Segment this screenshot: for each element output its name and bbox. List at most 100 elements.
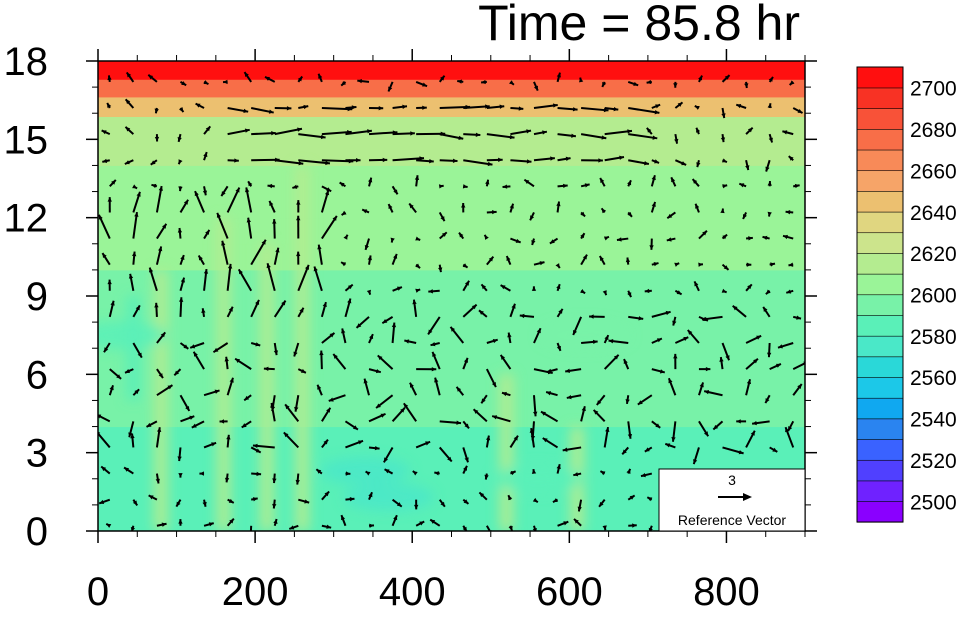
wind-vector: [533, 327, 542, 344]
wind-vector: [745, 358, 759, 370]
wind-vector: [367, 255, 372, 265]
wind-vector: [156, 223, 168, 240]
x-tick-label: 200: [222, 570, 289, 614]
wind-vector: [252, 443, 275, 449]
wind-vector: [598, 255, 606, 266]
wind-vector: [557, 107, 578, 112]
wind-vector: [250, 342, 261, 347]
wind-vector: [125, 71, 135, 83]
wind-vector: [416, 367, 437, 372]
wind-vector: [457, 79, 464, 84]
wind-vector: [103, 342, 111, 353]
wind-vector: [132, 342, 143, 359]
wind-vector: [573, 518, 582, 527]
wind-vector: [439, 133, 464, 140]
wind-vector: [604, 106, 619, 112]
wind-vector: [596, 394, 606, 406]
plot-area: [92, 55, 811, 537]
wind-vector: [600, 207, 607, 214]
wind-vector: [296, 200, 301, 213]
wind-vector: [599, 177, 606, 187]
wind-vector: [414, 499, 419, 510]
wind-vector: [245, 187, 253, 213]
wind-vector: [793, 183, 800, 189]
wind-vector: [268, 200, 276, 213]
wind-vector: [288, 524, 299, 530]
contour-band: [98, 296, 805, 323]
y-tick-label: 3: [26, 432, 48, 476]
colorbar-swatch: [856, 480, 904, 502]
wind-vector: [540, 410, 559, 423]
wind-vector: [430, 342, 440, 347]
wind-vector: [364, 238, 370, 251]
wind-vector: [345, 105, 357, 110]
wind-vector: [202, 499, 207, 507]
wind-vector: [640, 472, 653, 478]
wind-vector: [745, 334, 762, 344]
wind-vector: [792, 107, 804, 114]
wind-vector: [720, 208, 725, 214]
wind-vector: [241, 420, 252, 429]
wind-vector: [695, 127, 701, 135]
wind-vector: [666, 237, 676, 242]
wind-vector: [767, 103, 772, 109]
contour-band: [98, 269, 805, 297]
wind-vector: [648, 525, 653, 531]
wind-vector: [693, 280, 700, 292]
x-tick-label: 600: [536, 570, 603, 614]
wind-vector: [722, 446, 744, 455]
wind-vector: [481, 79, 487, 85]
wind-vector: [769, 363, 782, 371]
wind-vector: [650, 174, 656, 187]
wind-vector: [557, 133, 577, 138]
wind-vector: [500, 284, 511, 292]
wind-vector: [602, 525, 607, 531]
wind-vector: [263, 366, 275, 372]
y-axis: 0 3 6 9 12 15 18: [4, 40, 817, 554]
wind-vector: [603, 235, 610, 241]
wind-vector: [556, 283, 561, 292]
wind-vector: [604, 129, 633, 136]
wind-vector: [556, 201, 561, 213]
wind-vector: [651, 262, 659, 267]
wind-vector: [216, 212, 229, 239]
wind-vector: [102, 158, 110, 164]
wind-vector: [533, 156, 555, 162]
wind-vector: [226, 306, 234, 318]
wind-vector: [197, 254, 205, 266]
wind-vector: [274, 159, 304, 166]
wind-vector: [449, 326, 465, 344]
wind-vector: [462, 280, 470, 292]
wind-vector: [627, 80, 639, 87]
wind-vector: [485, 368, 497, 388]
wind-vector: [189, 342, 205, 349]
wind-vector: [403, 402, 417, 422]
wind-vector: [375, 394, 394, 409]
wind-vector: [598, 499, 606, 508]
wind-vector: [509, 435, 519, 448]
wind-vector: [274, 106, 292, 111]
wind-vector: [627, 494, 636, 501]
wind-vector: [745, 430, 756, 448]
wind-vector: [292, 184, 299, 189]
wind-vector: [532, 395, 538, 417]
wind-vector: [788, 155, 794, 161]
reference-vector-label: Reference Vector: [678, 512, 787, 528]
wind-vector: [387, 81, 394, 92]
wind-vector: [438, 184, 444, 189]
wind-vector: [298, 498, 310, 504]
wind-vector: [769, 262, 776, 267]
wind-vector: [650, 201, 657, 213]
wind-vector: [510, 159, 532, 164]
wind-vector: [455, 386, 465, 396]
wind-vector: [462, 420, 470, 430]
wind-vector: [132, 211, 139, 239]
wind-vector: [264, 75, 276, 83]
wind-vector: [321, 524, 332, 529]
colorbar-label: 2540: [910, 409, 957, 432]
wind-vector: [179, 199, 189, 213]
wind-vector: [687, 329, 700, 344]
wind-vector: [175, 499, 182, 508]
colorbar-swatch: [856, 66, 904, 89]
wind-vector: [363, 378, 370, 396]
